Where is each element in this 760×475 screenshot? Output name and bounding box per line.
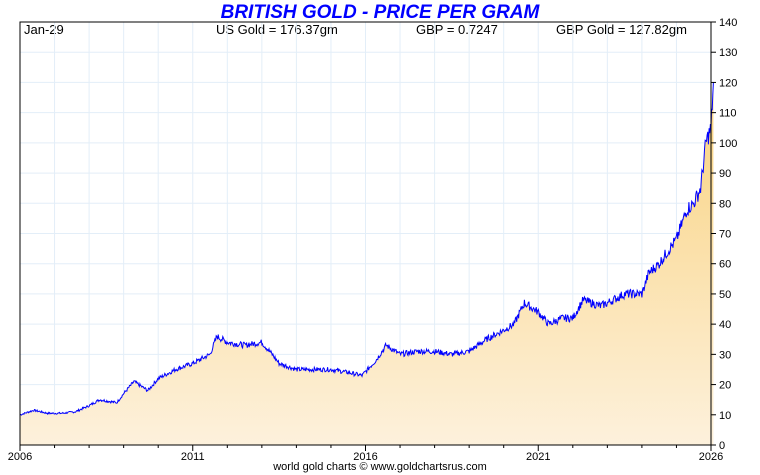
y-tick-label: 0 [719,440,725,452]
x-tick-label: 2026 [699,451,723,463]
y-tick-label: 60 [719,259,731,271]
y-tick-label: 110 [719,108,737,120]
gbp-rate-label: GBP = 0.7247 [416,22,498,37]
y-tick-label: 100 [719,138,737,150]
x-tick-label: 2011 [181,451,205,463]
y-tick-label: 40 [719,319,731,331]
y-tick-label: 90 [719,168,731,180]
y-tick-label: 10 [719,410,731,422]
y-tick-label: 70 [719,229,731,241]
us-gold-label: US Gold = 176.37gm [216,22,338,37]
gbp-gold-label: GBP Gold = 127.82gm [556,22,687,37]
y-tick-label: 140 [719,17,737,29]
y-tick-label: 130 [719,47,737,59]
footer-credit: world gold charts © www.goldchartsrus.co… [273,461,487,473]
y-tick-label: 30 [719,349,731,361]
y-tick-label: 80 [719,198,731,210]
x-tick-label: 2006 [8,451,32,463]
x-tick-label: 2016 [353,451,377,463]
area-fill [20,82,714,446]
y-tick-label: 50 [719,289,731,301]
y-tick-label: 120 [719,77,737,89]
x-tick-label: 2021 [526,451,550,463]
series-line [19,82,714,416]
chart-title: BRITISH GOLD - PRICE PER GRAM [220,2,540,23]
y-tick-label: 20 [719,380,731,392]
date-label: Jan-29 [24,22,64,37]
